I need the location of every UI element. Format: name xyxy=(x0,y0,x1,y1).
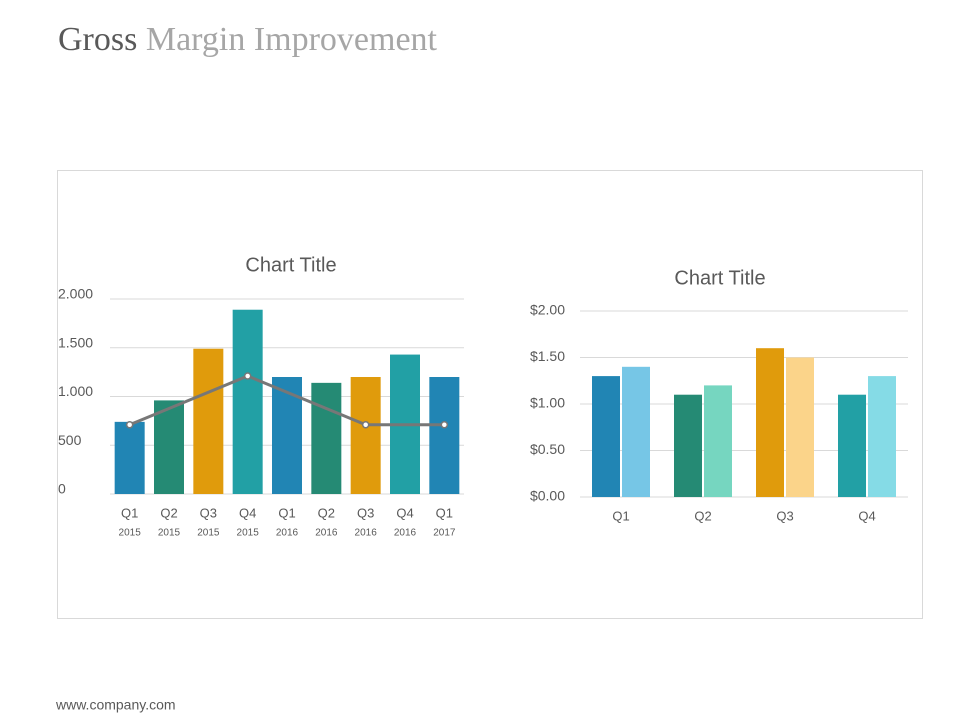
chart-title: Chart Title xyxy=(245,254,336,276)
slide-title: Gross Margin Improvement xyxy=(58,21,438,58)
x-tick-label: Q1 xyxy=(436,505,453,520)
x-tick-label: Q1 xyxy=(612,508,629,523)
y-tick-label: $1.00 xyxy=(530,395,565,411)
bar xyxy=(154,400,184,494)
y-tick-label: 0 xyxy=(58,481,66,497)
x-tick-label: Q4 xyxy=(239,505,256,520)
bar xyxy=(429,377,460,494)
x-tick-label: Q2 xyxy=(694,508,711,523)
title-light: Margin Improvement xyxy=(146,21,438,58)
y-tick-label: $0.00 xyxy=(530,488,565,504)
bar xyxy=(232,309,263,494)
title-dark: Gross xyxy=(58,21,137,58)
line-marker xyxy=(125,421,134,429)
x-tick-label: Q4 xyxy=(858,508,875,523)
y-tick-label: 1.000 xyxy=(58,383,93,399)
y-tick-label: 500 xyxy=(58,432,82,448)
x-tick-sublabel: 2016 xyxy=(394,528,417,539)
line-marker xyxy=(243,372,252,380)
x-tick-label: Q3 xyxy=(357,505,374,520)
y-tick-label: 1.500 xyxy=(58,334,93,350)
bar xyxy=(838,394,866,497)
line-marker xyxy=(361,421,370,429)
chart-frame xyxy=(57,170,923,619)
x-tick-label: Q3 xyxy=(776,508,793,523)
y-tick-label: $1.50 xyxy=(530,348,565,364)
x-tick-sublabel: 2016 xyxy=(315,528,338,539)
x-tick-label: Q1 xyxy=(278,505,295,520)
y-tick-label: $0.50 xyxy=(530,441,565,457)
x-tick-label: Q2 xyxy=(160,505,177,520)
y-tick-label: $2.00 xyxy=(530,302,565,318)
chart-title: Chart Title xyxy=(674,267,765,289)
bar xyxy=(193,348,224,494)
bar xyxy=(114,421,145,494)
bar xyxy=(592,376,620,497)
bar xyxy=(704,385,732,497)
x-tick-sublabel: 2015 xyxy=(197,528,220,539)
x-tick-label: Q1 xyxy=(121,505,138,520)
x-tick-sublabel: 2015 xyxy=(119,528,142,539)
x-tick-label: Q4 xyxy=(396,505,413,520)
x-tick-sublabel: 2017 xyxy=(433,528,456,539)
x-tick-label: Q3 xyxy=(200,505,217,520)
y-tick-label: 2.000 xyxy=(58,286,93,302)
x-tick-sublabel: 2015 xyxy=(237,528,260,539)
line-marker xyxy=(440,421,449,429)
x-tick-sublabel: 2016 xyxy=(355,528,378,539)
bar xyxy=(868,376,896,497)
x-tick-sublabel: 2016 xyxy=(276,528,299,539)
bar xyxy=(674,394,702,497)
bar xyxy=(272,377,302,494)
footer: www.company.com xyxy=(55,697,176,713)
bar xyxy=(350,377,381,494)
bar xyxy=(756,348,784,497)
bar xyxy=(786,357,814,497)
x-tick-sublabel: 2015 xyxy=(158,528,181,539)
bar xyxy=(622,366,650,497)
bar xyxy=(311,382,342,494)
line xyxy=(129,374,445,427)
x-tick-label: Q2 xyxy=(318,505,335,520)
